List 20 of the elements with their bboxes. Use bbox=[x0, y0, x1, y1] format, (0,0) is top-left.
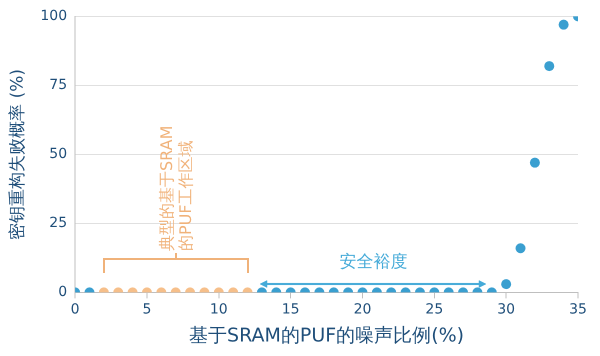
x-tick-label: 10 bbox=[210, 301, 228, 318]
y-tick-label: 100 bbox=[40, 8, 68, 24]
point bbox=[558, 20, 569, 30]
y-tick-label: 50 bbox=[49, 146, 68, 162]
y-axis-title: 密钥重构失败概率 (%) bbox=[8, 68, 28, 240]
x-tick-label: 0 bbox=[70, 301, 80, 318]
annotation: 典型的基于SRAM的PUF工作区域 bbox=[156, 126, 195, 252]
y-tick-label: 75 bbox=[49, 77, 68, 94]
point bbox=[530, 158, 540, 168]
y-tick-label: 0 bbox=[58, 284, 68, 300]
x-tick-label: 20 bbox=[354, 301, 372, 318]
y-tick-label: 25 bbox=[49, 215, 68, 232]
annotation: 安全裕度 bbox=[339, 251, 408, 274]
x-axis-title: 基于SRAM的PUF的噪声比例(%) bbox=[189, 324, 464, 347]
x-tick-label: 5 bbox=[142, 301, 152, 318]
x-tick-label: 25 bbox=[425, 301, 444, 318]
x-tick-label: 35 bbox=[569, 301, 587, 318]
x-tick-label: 30 bbox=[497, 301, 516, 318]
x-tick-label: 15 bbox=[282, 301, 300, 318]
point bbox=[544, 61, 554, 72]
